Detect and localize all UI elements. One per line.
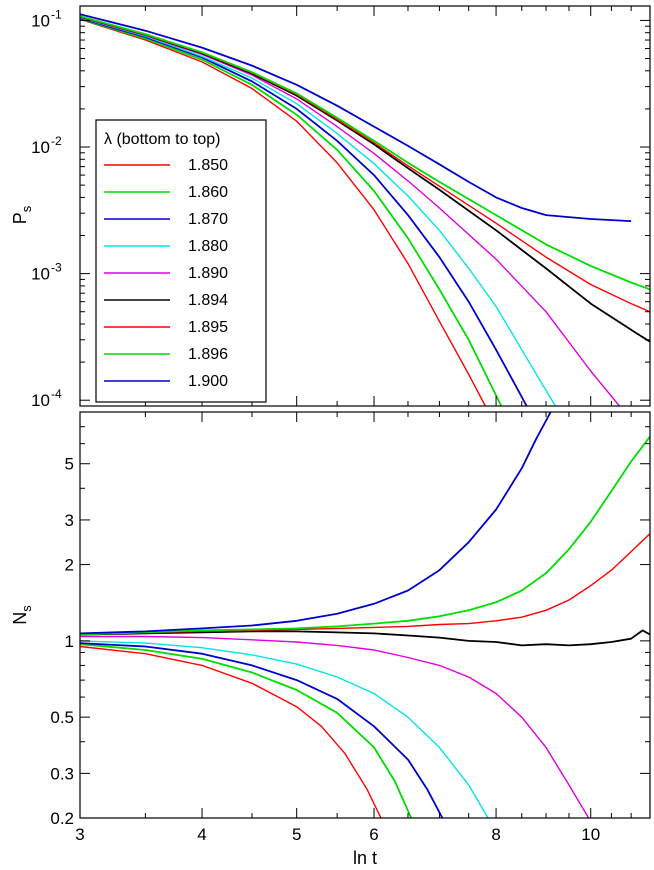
x-tick-label: 4 bbox=[197, 825, 206, 844]
bottom-series-line-1.894 bbox=[80, 629, 650, 647]
top-axis-ticks: 10-110-210-310-4 bbox=[31, 6, 650, 410]
x-tick-label: 6 bbox=[369, 825, 378, 844]
legend-title: λ (bottom to top) bbox=[104, 131, 221, 148]
bottom-series-line-1.860 bbox=[80, 643, 413, 818]
legend-box bbox=[95, 119, 267, 403]
top-series-line-1.896 bbox=[80, 15, 650, 291]
bottom-series-line-1.900 bbox=[80, 412, 552, 635]
top-series-line-1.860 bbox=[80, 17, 503, 406]
y-tick-label: 0.3 bbox=[50, 764, 74, 783]
y-tick-label: 0.5 bbox=[50, 708, 74, 727]
top-series-line-1.880 bbox=[80, 17, 556, 406]
y-tick-label: 2 bbox=[65, 556, 74, 575]
legend-entries: 1.850 1.860 1.870 1.880 1.890 1.894 1.895 1.896… bbox=[104, 157, 228, 390]
bottom-series-line-1.895 bbox=[80, 533, 650, 636]
y-tick-exponent: -4 bbox=[51, 387, 62, 401]
legend: λ (bottom to top) 1.8501.8601.8701.8801.… bbox=[95, 119, 267, 403]
legend-label-1.850: 1.850 bbox=[188, 157, 228, 174]
legend-label-1.860: 1.860 bbox=[188, 184, 228, 201]
bottom-series-lines bbox=[80, 412, 650, 818]
top-plot-frame bbox=[79, 5, 651, 407]
y-tick-label: 5 bbox=[65, 455, 74, 474]
bottom-series-line-1.896 bbox=[80, 436, 650, 636]
legend-label-1.896: 1.896 bbox=[188, 346, 228, 363]
y-tick-label: 3 bbox=[65, 511, 74, 530]
x-tick-label: 8 bbox=[491, 825, 500, 844]
legend-label-1.900: 1.900 bbox=[188, 373, 228, 390]
top-series-lines bbox=[80, 13, 650, 406]
bottom-series-line-1.870 bbox=[80, 642, 444, 818]
x-tick-label: 5 bbox=[292, 825, 301, 844]
y-tick-exponent: -2 bbox=[51, 134, 62, 148]
bottom-series-line-1.880 bbox=[80, 640, 489, 818]
bottom-axis-ticks: 3 4 5 6 8 10 0.2 0.3 0.5 1 2 3 5 bbox=[50, 412, 650, 844]
legend-label-1.870: 1.870 bbox=[188, 211, 228, 228]
y-tick-exponent: -1 bbox=[51, 7, 62, 21]
top-series-line-1.870 bbox=[80, 17, 528, 406]
legend-label-1.890: 1.890 bbox=[188, 265, 228, 282]
y-tick-label: 0.2 bbox=[50, 809, 74, 828]
x-tick-label: 10 bbox=[581, 825, 600, 844]
bottom-y-axis-label: Ns bbox=[10, 605, 34, 625]
legend-label-1.880: 1.880 bbox=[188, 238, 228, 255]
bottom-panel: 3 4 5 6 8 10 0.2 0.3 0.5 1 2 3 5 Ns ln t bbox=[10, 411, 651, 868]
x-axis-label: ln t bbox=[353, 848, 377, 868]
bottom-series-line-1.850 bbox=[80, 645, 382, 818]
top-series-line-1.890 bbox=[80, 16, 620, 406]
legend-label-1.895: 1.895 bbox=[188, 319, 228, 336]
y-tick-label: 10 bbox=[31, 138, 50, 157]
y-tick-exponent: -3 bbox=[51, 261, 62, 275]
x-tick-label: 3 bbox=[75, 825, 84, 844]
bottom-plot-frame bbox=[79, 411, 651, 819]
bottom-series-line-1.890 bbox=[80, 635, 590, 818]
y-tick-label: 1 bbox=[65, 632, 74, 651]
top-y-axis-label: Ps bbox=[10, 205, 34, 224]
y-tick-label: 10 bbox=[31, 11, 50, 30]
top-series-line-1.900 bbox=[80, 13, 632, 222]
top-series-line-1.850 bbox=[80, 18, 486, 406]
legend-label-1.894: 1.894 bbox=[188, 292, 228, 309]
y-tick-label: 10 bbox=[31, 391, 50, 410]
top-panel: 10-110-210-310-4 Ps λ (bottom to top) 1.… bbox=[10, 5, 651, 410]
y-tick-label: 10 bbox=[31, 265, 50, 284]
